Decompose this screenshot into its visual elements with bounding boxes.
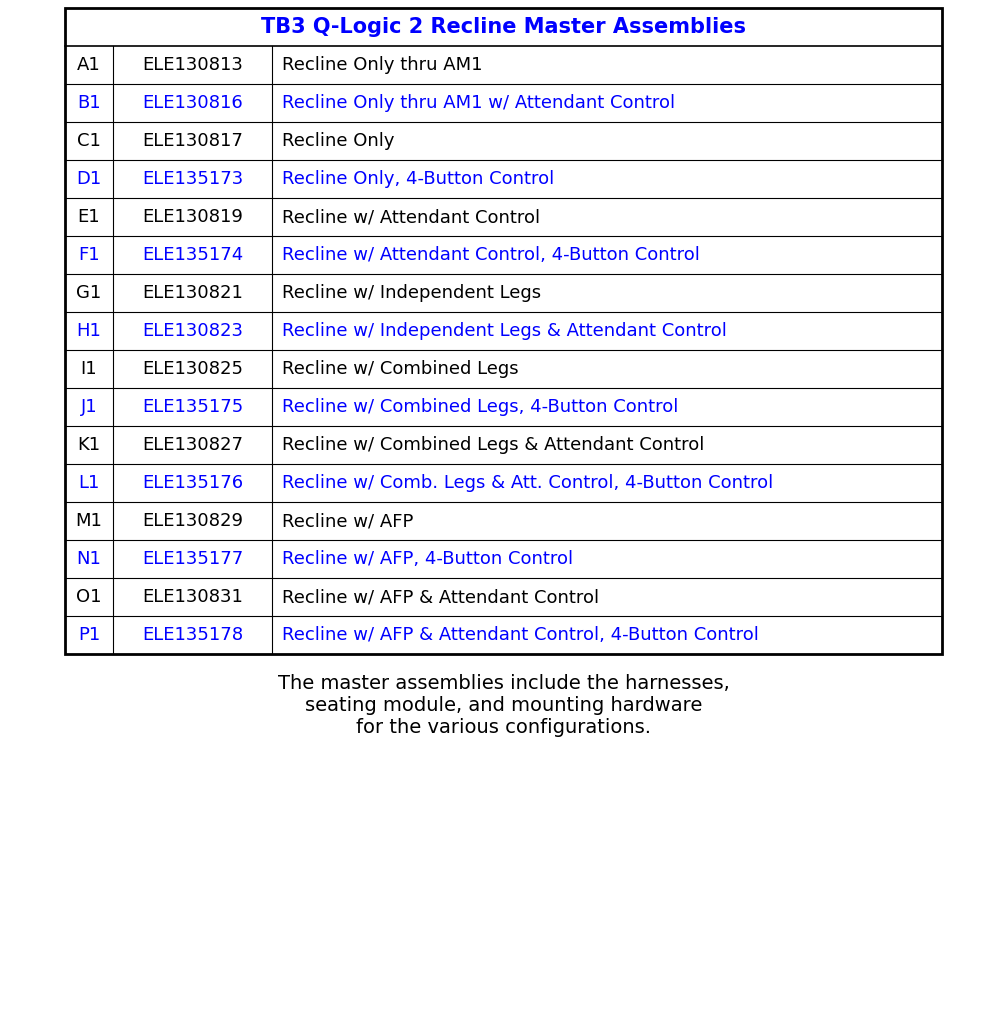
Text: Recline Only thru AM1 w/ Attendant Control: Recline Only thru AM1 w/ Attendant Contr… bbox=[282, 94, 675, 112]
Text: ELE130827: ELE130827 bbox=[142, 436, 243, 454]
Text: Recline w/ Attendant Control, 4-Button Control: Recline w/ Attendant Control, 4-Button C… bbox=[282, 246, 700, 264]
Text: K1: K1 bbox=[77, 436, 101, 454]
Text: Recline w/ AFP, 4-Button Control: Recline w/ AFP, 4-Button Control bbox=[282, 550, 573, 568]
Text: Recline Only thru AM1: Recline Only thru AM1 bbox=[282, 56, 482, 74]
Text: M1: M1 bbox=[76, 512, 102, 530]
Text: ELE130823: ELE130823 bbox=[142, 322, 243, 340]
Text: Recline w/ AFP & Attendant Control: Recline w/ AFP & Attendant Control bbox=[282, 588, 599, 606]
Text: ELE130819: ELE130819 bbox=[142, 208, 243, 226]
Text: Recline w/ Attendant Control: Recline w/ Attendant Control bbox=[282, 208, 540, 226]
Text: E1: E1 bbox=[78, 208, 100, 226]
Text: Recline w/ AFP & Attendant Control, 4-Button Control: Recline w/ AFP & Attendant Control, 4-Bu… bbox=[282, 626, 759, 644]
Text: ELE135176: ELE135176 bbox=[142, 474, 243, 492]
Text: ELE135175: ELE135175 bbox=[142, 398, 243, 416]
Text: Recline w/ AFP: Recline w/ AFP bbox=[282, 512, 413, 530]
Text: ELE130813: ELE130813 bbox=[142, 56, 243, 74]
Text: ELE130825: ELE130825 bbox=[142, 360, 243, 378]
Text: ELE130817: ELE130817 bbox=[142, 132, 243, 150]
Text: ELE130816: ELE130816 bbox=[142, 94, 243, 112]
Text: H1: H1 bbox=[77, 322, 101, 340]
Text: A1: A1 bbox=[77, 56, 101, 74]
Text: Recline Only, 4-Button Control: Recline Only, 4-Button Control bbox=[282, 170, 554, 188]
Text: B1: B1 bbox=[77, 94, 101, 112]
Text: ELE130829: ELE130829 bbox=[142, 512, 243, 530]
Text: Recline w/ Comb. Legs & Att. Control, 4-Button Control: Recline w/ Comb. Legs & Att. Control, 4-… bbox=[282, 474, 773, 492]
Text: Recline w/ Combined Legs: Recline w/ Combined Legs bbox=[282, 360, 519, 378]
Text: Recline w/ Combined Legs & Attendant Control: Recline w/ Combined Legs & Attendant Con… bbox=[282, 436, 704, 454]
Text: I1: I1 bbox=[81, 360, 97, 378]
Bar bbox=[65, 8, 942, 654]
Text: O1: O1 bbox=[76, 588, 102, 606]
Text: Recline w/ Independent Legs: Recline w/ Independent Legs bbox=[282, 284, 541, 302]
Text: ELE135174: ELE135174 bbox=[142, 246, 243, 264]
Text: ELE135178: ELE135178 bbox=[142, 626, 243, 644]
Text: J1: J1 bbox=[81, 398, 97, 416]
Text: ELE130831: ELE130831 bbox=[142, 588, 243, 606]
Text: ELE135173: ELE135173 bbox=[142, 170, 243, 188]
Text: G1: G1 bbox=[76, 284, 102, 302]
Text: Recline Only: Recline Only bbox=[282, 132, 394, 150]
Text: N1: N1 bbox=[77, 550, 101, 568]
Text: The master assemblies include the harnesses,
seating module, and mounting hardwa: The master assemblies include the harnes… bbox=[278, 674, 729, 737]
Text: D1: D1 bbox=[76, 170, 102, 188]
Text: C1: C1 bbox=[77, 132, 101, 150]
Text: ELE135177: ELE135177 bbox=[142, 550, 243, 568]
Text: F1: F1 bbox=[78, 246, 100, 264]
Text: P1: P1 bbox=[78, 626, 100, 644]
Text: TB3 Q-Logic 2 Recline Master Assemblies: TB3 Q-Logic 2 Recline Master Assemblies bbox=[261, 18, 746, 37]
Text: ELE130821: ELE130821 bbox=[142, 284, 243, 302]
Text: L1: L1 bbox=[78, 474, 100, 492]
Text: Recline w/ Independent Legs & Attendant Control: Recline w/ Independent Legs & Attendant … bbox=[282, 322, 727, 340]
Text: Recline w/ Combined Legs, 4-Button Control: Recline w/ Combined Legs, 4-Button Contr… bbox=[282, 398, 678, 416]
